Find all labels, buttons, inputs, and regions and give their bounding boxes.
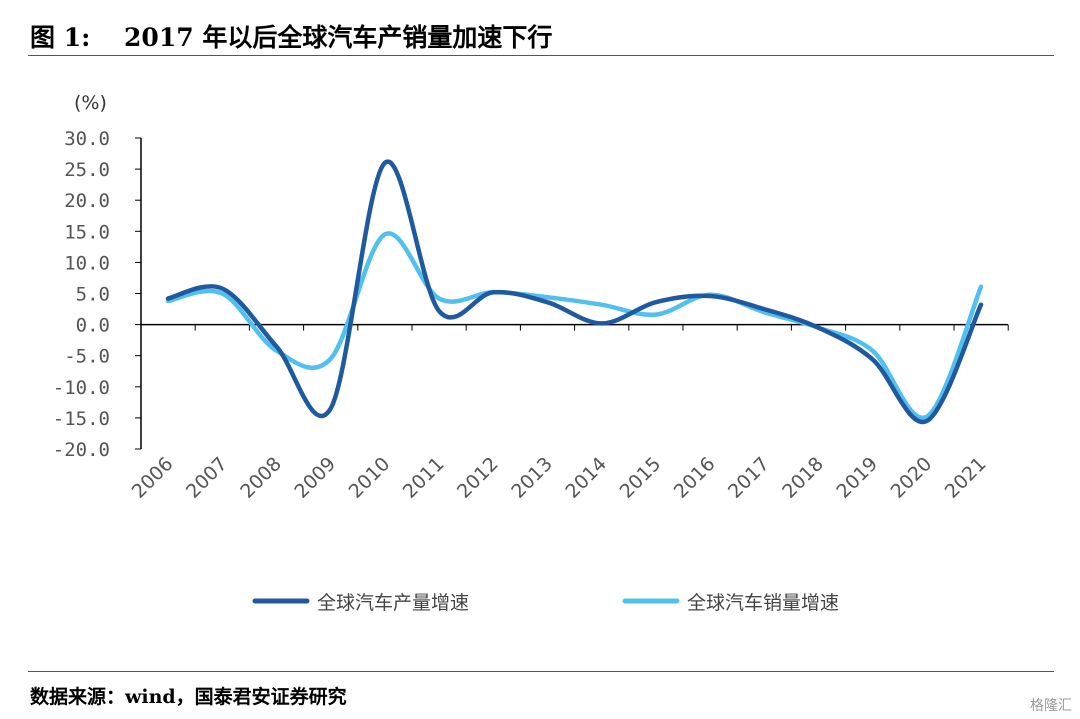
y-tick-label: -15.0 <box>53 408 110 430</box>
y-tick-label: -20.0 <box>53 439 110 461</box>
y-tick-label: 30.0 <box>64 128 110 150</box>
x-tick-label: 2010 <box>345 453 395 503</box>
y-tick-label: -10.0 <box>53 377 110 399</box>
x-tick-label: 2019 <box>832 453 882 503</box>
x-tick-label: 2018 <box>778 453 828 503</box>
series-points-1 <box>167 162 982 422</box>
figure-title: 图 1: 2017 年以后全球汽车产销量加速下行 <box>30 23 553 52</box>
x-tick-label: 2017 <box>724 453 774 503</box>
series-points-2 <box>167 234 982 417</box>
y-unit-label: (%) <box>74 92 107 114</box>
x-tick-label: 2009 <box>290 453 340 503</box>
legend-label-1: 全球汽车产量增速 <box>317 592 469 614</box>
line-chart: (%) 30.0 25.0 20.0 15.0 10.0 5.0 0.0 -5.0 -10.0 -… <box>53 92 1009 614</box>
y-tick-label: 25.0 <box>64 159 110 181</box>
data-source: 数据来源：wind，国泰君安证券研究 <box>30 686 347 708</box>
bottom-rule <box>28 671 1054 672</box>
x-tick-label: 2013 <box>507 453 557 503</box>
x-tick-label: 2016 <box>670 453 720 503</box>
y-tick-label: 10.0 <box>64 252 110 274</box>
x-tick-label: 2020 <box>887 453 937 503</box>
y-tick-label: 15.0 <box>64 221 110 243</box>
x-tick-label: 2015 <box>616 453 666 503</box>
y-tick-label: -5.0 <box>64 346 110 368</box>
y-tick-label: 5.0 <box>76 284 110 306</box>
y-tick-label: 0.0 <box>76 315 110 337</box>
legend-label-2: 全球汽车销量增速 <box>687 592 839 614</box>
top-rule <box>28 55 1054 56</box>
series-line-1 <box>165 159 984 425</box>
x-tick-label: 2007 <box>182 453 232 503</box>
x-tick-label: 2011 <box>399 453 449 503</box>
watermark-text: 格隆汇 <box>1030 698 1072 714</box>
x-tick-label: 2008 <box>236 453 286 503</box>
x-tick-label: 2014 <box>561 453 611 503</box>
x-tick-label: 2012 <box>453 453 503 503</box>
y-tick-label: 20.0 <box>64 190 110 212</box>
x-tick-label: 2006 <box>128 453 178 503</box>
x-tick-label: 2021 <box>941 453 991 503</box>
